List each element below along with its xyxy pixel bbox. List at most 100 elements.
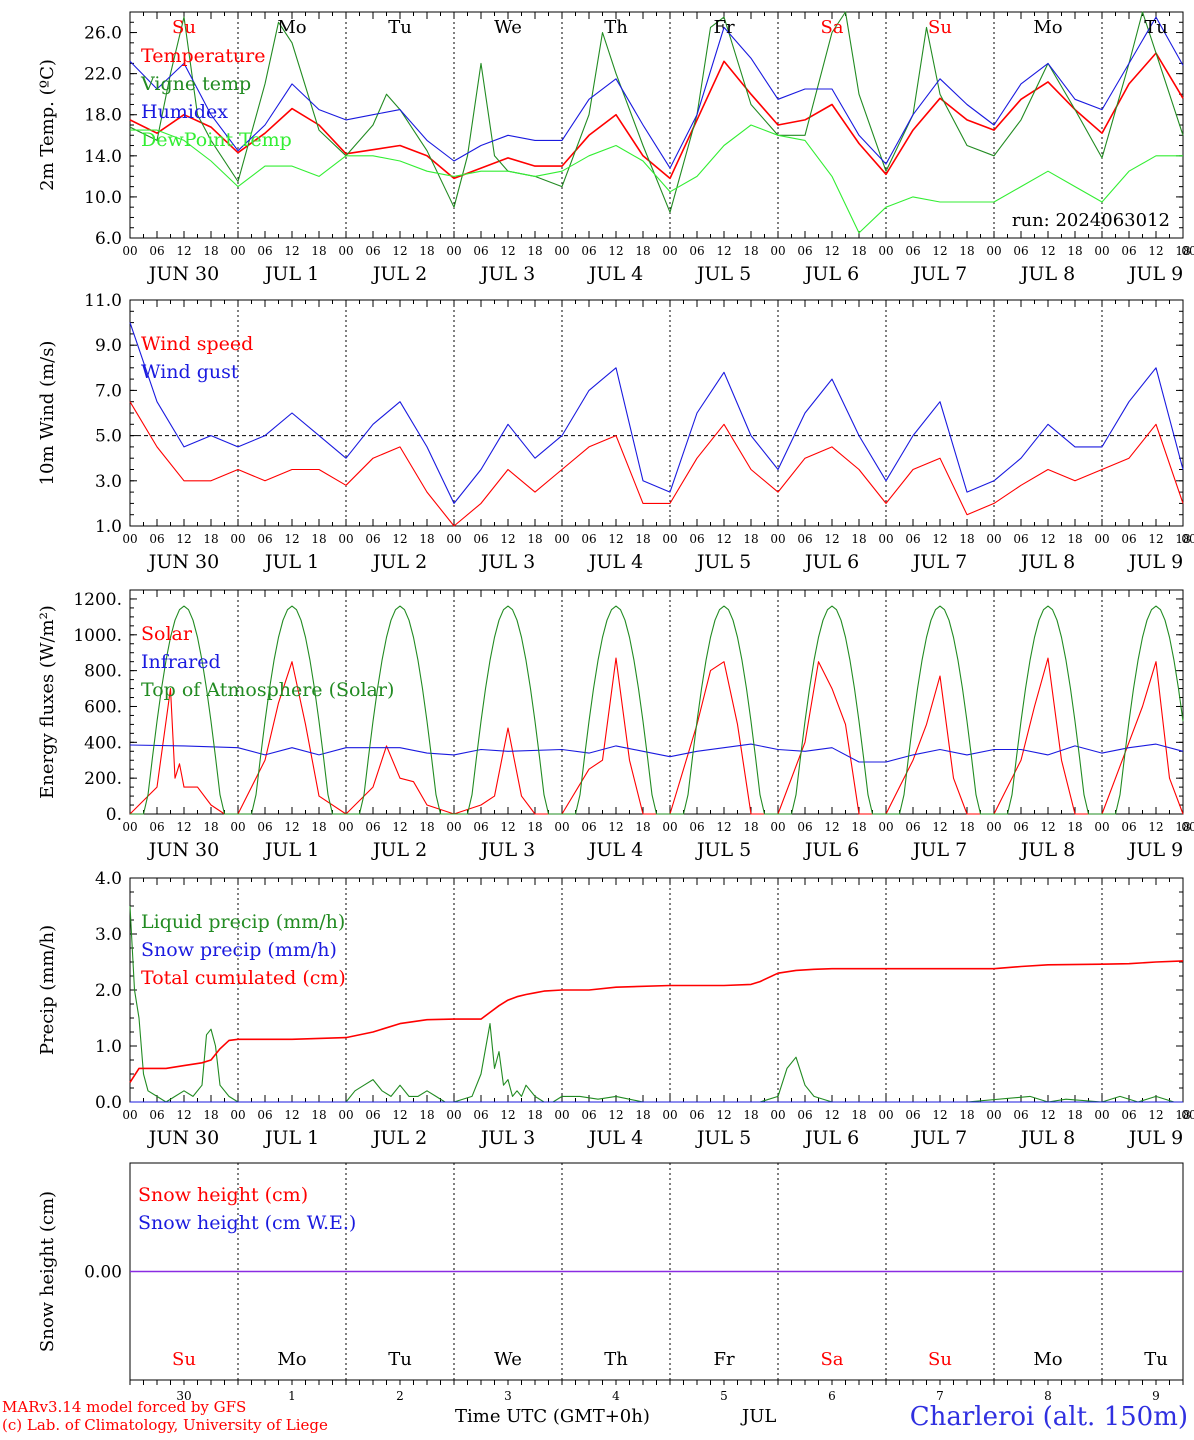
hour-tick-label: 06 <box>365 1108 380 1122</box>
hour-tick-label: 06 <box>365 820 380 834</box>
hour-tick-label: 00 <box>878 820 893 834</box>
weekday-label-bottom: Mo <box>1033 1349 1062 1370</box>
time-axis-label: Time UTC (GMT+0h) <box>455 1406 650 1427</box>
date-label: JUL 3 <box>479 551 535 573</box>
hour-tick-label: 18 <box>959 244 974 258</box>
hour-tick-label: 18 <box>203 532 218 546</box>
hour-tick-label: 06 <box>905 244 920 258</box>
hour-tick-label: 18 <box>851 532 866 546</box>
y-tick-label: 1200. <box>73 590 122 610</box>
series-line-temperature <box>129 52 1184 180</box>
hour-tick-label: 00 <box>878 244 893 258</box>
hour-tick-label: 12 <box>608 820 623 834</box>
station-label: Charleroi (alt. 150m) <box>909 1402 1188 1432</box>
hour-tick-label: 00 <box>338 1108 353 1122</box>
hour-tick-label: 06 <box>689 532 704 546</box>
hour-tick-label: 00 <box>446 1108 461 1122</box>
hour-tick-label: 12 <box>716 1108 731 1122</box>
day-number-label: 30 <box>176 1389 191 1400</box>
hour-tick-label: 06 <box>149 1108 164 1122</box>
hour-tick-label: 18 <box>527 1108 542 1122</box>
hour-tick-label: 12 <box>824 820 839 834</box>
date-label: JUL 4 <box>587 839 643 861</box>
hour-tick-label: 06 <box>365 532 380 546</box>
date-label: JUL 2 <box>371 1127 427 1149</box>
hour-tick-label: 12 <box>392 532 407 546</box>
hour-tick-label: 00 <box>770 532 785 546</box>
hour-tick-label: 18 <box>419 532 434 546</box>
legend-snow-height-cm-w-e-: Snow height (cm W.E.) <box>138 1212 356 1234</box>
model-line-1: MARv3.14 model forced by GFS <box>2 1398 247 1416</box>
hour-tick-label: 18 <box>851 1108 866 1122</box>
hour-tick-label: 12 <box>1148 244 1163 258</box>
hour-tick-label: 00 <box>554 532 569 546</box>
hour-tick-label: 12 <box>1040 532 1055 546</box>
hour-tick-label: 06 <box>689 244 704 258</box>
date-label: JUL 8 <box>1019 551 1075 573</box>
legend-wind-speed: Wind speed <box>141 333 253 355</box>
hour-tick-label: 00 <box>662 820 677 834</box>
hour-tick-label: 06 <box>581 244 596 258</box>
hour-tick-label: 18 <box>635 532 650 546</box>
hour-tick-label: 00 <box>1181 244 1194 258</box>
weekday-label-bottom: Su <box>928 1349 952 1370</box>
date-label: JUL 2 <box>371 839 427 861</box>
hour-tick-label: 12 <box>1040 820 1055 834</box>
day-number-label: 3 <box>504 1389 512 1400</box>
y-tick-label: 4.0 <box>95 869 122 889</box>
y-tick-label: 200. <box>84 769 122 789</box>
weekday-label-bottom: Tu <box>388 1349 412 1370</box>
date-label: JUL 9 <box>1127 263 1183 285</box>
hour-tick-label: 18 <box>527 532 542 546</box>
legend-wind-gust: Wind gust <box>141 361 239 383</box>
hour-tick-label: 18 <box>743 532 758 546</box>
hour-tick-label: 18 <box>743 1108 758 1122</box>
hour-tick-label: 06 <box>149 244 164 258</box>
series-line-dewpoint-temp <box>130 124 1183 234</box>
legend-top-of-atmosphere-solar-: Top of Atmosphere (Solar) <box>141 679 394 701</box>
hour-tick-label: 06 <box>473 532 488 546</box>
y-tick-label: 10.0 <box>84 188 122 208</box>
hour-tick-label: 18 <box>419 1108 434 1122</box>
hour-tick-label: 00 <box>1181 820 1194 834</box>
hour-tick-label: 18 <box>1067 1108 1082 1122</box>
y-tick-label: 14.0 <box>84 147 122 167</box>
hour-tick-label: 18 <box>1067 820 1082 834</box>
hour-tick-label: 18 <box>1067 244 1082 258</box>
hour-tick-label: 18 <box>527 820 542 834</box>
hour-tick-label: 18 <box>635 244 650 258</box>
y-tick-label: 18.0 <box>84 106 122 126</box>
hour-tick-label: 00 <box>986 820 1001 834</box>
hour-tick-label: 00 <box>230 532 245 546</box>
hour-tick-label: 06 <box>1013 1108 1028 1122</box>
weekday-label-top: Sa <box>820 17 843 38</box>
hour-tick-label: 12 <box>284 532 299 546</box>
panel-4 <box>129 877 1184 1103</box>
series-line-wind-gust <box>129 322 1184 504</box>
date-label: JUL 7 <box>911 839 967 861</box>
date-label: JUL 7 <box>911 551 967 573</box>
hour-tick-label: 12 <box>608 1108 623 1122</box>
hour-tick-label: 06 <box>581 532 596 546</box>
hour-tick-label: 12 <box>1040 244 1055 258</box>
y-tick-label: 22.0 <box>84 65 122 85</box>
hour-tick-label: 00 <box>662 244 677 258</box>
y-tick-label: 1.0 <box>95 1037 122 1057</box>
date-label: JUL 5 <box>695 1127 751 1149</box>
weekday-label-bottom: Sa <box>820 1349 843 1370</box>
y-tick-label: 3.0 <box>95 925 122 945</box>
hour-tick-label: 06 <box>149 820 164 834</box>
y-axis-title: Snow height (cm) <box>37 1191 58 1352</box>
month-label: JUL <box>742 1406 777 1427</box>
hour-tick-label: 18 <box>1175 1108 1190 1122</box>
hour-tick-label: 12 <box>1040 1108 1055 1122</box>
hour-tick-label: 12 <box>392 1108 407 1122</box>
date-label: JUL 6 <box>803 551 859 573</box>
date-label: JUL 1 <box>263 551 319 573</box>
date-label: JUL 8 <box>1019 839 1075 861</box>
legend-snow-height-cm-: Snow height (cm) <box>138 1184 308 1206</box>
hour-tick-label: 00 <box>1094 532 1109 546</box>
hour-tick-label: 06 <box>149 532 164 546</box>
hour-tick-label: 06 <box>797 1108 812 1122</box>
hour-tick-label: 18 <box>743 244 758 258</box>
